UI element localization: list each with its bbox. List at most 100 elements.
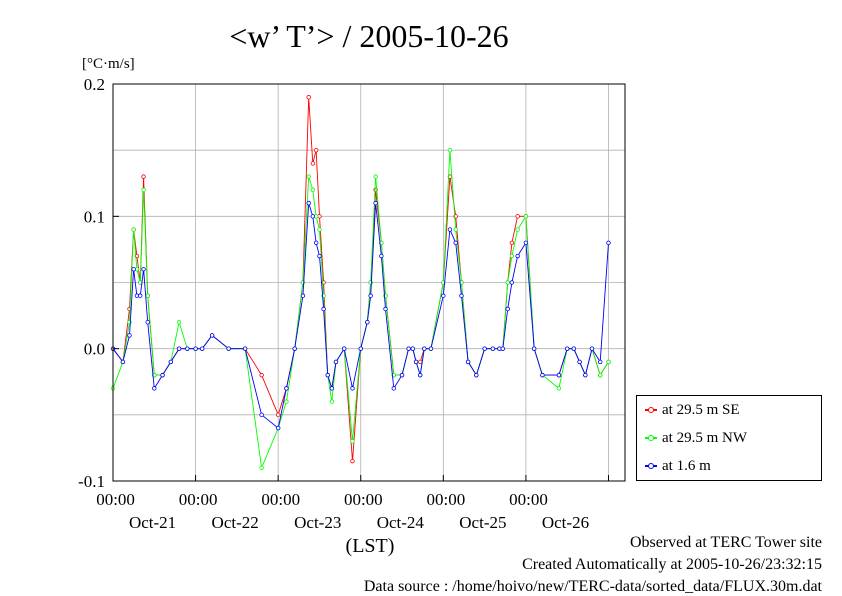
- data-point-2: [342, 346, 347, 351]
- data-point-1: [284, 399, 289, 404]
- data-point-2: [490, 346, 496, 351]
- data-point-0: [515, 214, 520, 219]
- data-point-2: [379, 253, 384, 259]
- data-point-2: [540, 372, 545, 378]
- data-point-2: [226, 346, 231, 351]
- data-point-2: [275, 425, 281, 431]
- data-point-2: [284, 386, 289, 391]
- data-point-0: [509, 240, 515, 245]
- legend-label-nw: at 29.5 m NW: [662, 430, 747, 446]
- data-point-2: [242, 346, 248, 351]
- data-point-2: [428, 346, 434, 351]
- data-point-0: [313, 147, 319, 153]
- data-point-1: [509, 253, 515, 259]
- x-tick-date: Oct-26: [542, 513, 589, 532]
- data-point-1: [131, 227, 136, 232]
- data-point-2: [564, 346, 570, 351]
- data-point-1: [373, 174, 378, 179]
- data-point-2: [571, 346, 576, 351]
- data-point-1: [176, 320, 182, 325]
- legend-marker-se: [648, 407, 654, 413]
- data-point-0: [310, 161, 316, 166]
- plot-area: [112, 83, 626, 482]
- data-point-2: [321, 306, 326, 312]
- axes: -0.10.00.10.200:00Oct-2100:00Oct-2200:00…: [78, 75, 609, 532]
- data-point-0: [306, 95, 311, 100]
- data-point-2: [531, 346, 537, 351]
- data-point-1: [310, 187, 316, 193]
- x-tick-time: 00:00: [261, 490, 300, 509]
- data-point-2: [606, 240, 611, 245]
- data-point-2: [399, 372, 405, 378]
- data-point-2: [259, 412, 264, 418]
- x-tick-time: 00:00: [427, 490, 466, 509]
- data-point-2: [383, 306, 388, 312]
- footer-source: Data source : /home/hoivo/new/TERC-data/…: [363, 578, 822, 595]
- data-point-2: [391, 386, 396, 391]
- data-point-2: [199, 346, 205, 351]
- data-point-2: [365, 320, 370, 325]
- legend-item-se: at 29.5 m SE: [643, 400, 819, 420]
- data-point-2: [410, 346, 415, 351]
- x-tick-time: 00:00: [344, 490, 383, 509]
- data-point-2: [358, 346, 363, 351]
- data-point-2: [583, 372, 588, 378]
- data-point-2: [127, 333, 132, 338]
- legend: at 29.5 m SE at 29.5 m NW at 1.6 m: [636, 395, 822, 481]
- data-point-1: [505, 280, 510, 285]
- x-tick-date: Oct-22: [212, 513, 259, 532]
- x-tick-time: 00:00: [509, 490, 548, 509]
- chart-title: <w’ T’> / 2005-10-26: [229, 18, 508, 54]
- data-point-2: [368, 293, 373, 298]
- data-point-0: [141, 174, 146, 179]
- data-point-1: [329, 399, 335, 404]
- data-point-1: [259, 465, 264, 470]
- data-point-2: [373, 200, 378, 206]
- y-tick-label: 0.2: [84, 75, 105, 94]
- data-point-2: [474, 372, 479, 378]
- data-point-2: [441, 293, 446, 298]
- data-point-2: [523, 240, 529, 245]
- data-point-2: [406, 346, 411, 351]
- data-point-2: [447, 227, 453, 232]
- series-group: [110, 95, 611, 470]
- data-point-0: [275, 412, 281, 418]
- data-point-2: [482, 346, 487, 351]
- data-point-2: [453, 240, 458, 245]
- data-point-2: [598, 359, 603, 365]
- legend-marker-1-6m: [648, 463, 654, 469]
- data-point-2: [313, 240, 319, 245]
- data-point-1: [453, 227, 458, 232]
- data-point-2: [300, 293, 306, 298]
- data-point-2: [350, 386, 355, 391]
- y-axis-label: [°C·m/s]: [82, 56, 135, 72]
- data-point-2: [505, 306, 510, 312]
- data-point-2: [141, 267, 146, 272]
- data-point-2: [120, 359, 126, 365]
- footer-created: Created Automatically at 2005-10-26/23:3…: [522, 556, 822, 573]
- footer-site: Observed at TERC Tower site: [629, 534, 822, 551]
- data-point-2: [168, 359, 174, 365]
- data-point-1: [598, 372, 603, 378]
- data-point-0: [418, 359, 423, 365]
- legend-label-1-6m: at 1.6 m: [662, 458, 711, 474]
- data-point-2: [333, 359, 339, 365]
- data-point-2: [577, 359, 582, 365]
- data-point-2: [325, 372, 330, 378]
- x-tick-time: 00:00: [96, 490, 135, 509]
- data-point-2: [193, 346, 198, 351]
- data-point-1: [145, 293, 150, 298]
- data-point-2: [413, 359, 419, 365]
- data-point-0: [350, 458, 355, 464]
- data-point-1: [306, 174, 311, 179]
- data-point-1: [350, 439, 355, 444]
- data-point-2: [145, 320, 150, 325]
- data-point-2: [459, 293, 464, 298]
- data-point-1: [447, 147, 453, 153]
- data-point-1: [317, 227, 322, 232]
- data-point-1: [515, 227, 520, 232]
- data-point-2: [556, 372, 562, 378]
- data-point-2: [160, 372, 165, 378]
- data-point-0: [259, 372, 264, 378]
